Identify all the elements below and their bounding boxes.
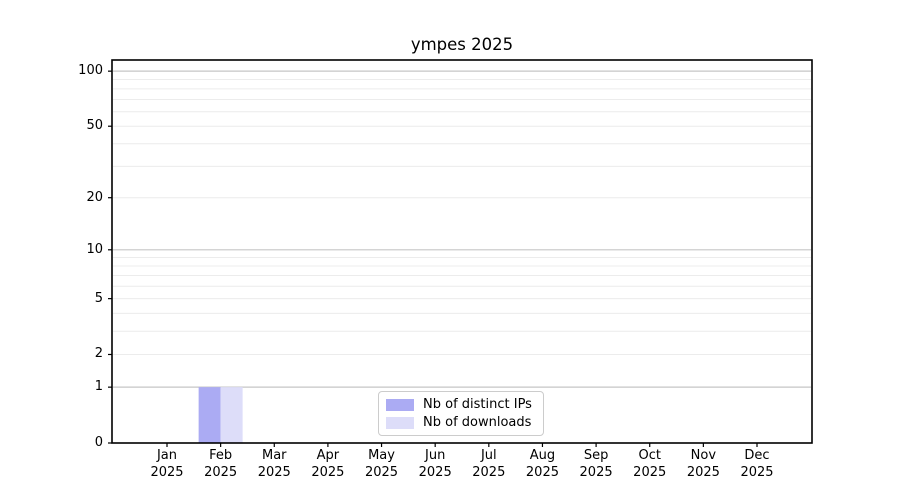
x-tick-label: May 2025 bbox=[355, 448, 409, 481]
x-tick-label: Mar 2025 bbox=[247, 448, 301, 481]
legend: Nb of distinct IPs Nb of downloads bbox=[378, 391, 544, 436]
x-tick-label: Oct 2025 bbox=[623, 448, 677, 481]
x-tick-label: Nov 2025 bbox=[676, 448, 730, 481]
x-tick-year: 2025 bbox=[686, 464, 720, 480]
chart-title: ympes 2025 bbox=[410, 35, 514, 54]
x-tick-month: Jan bbox=[156, 448, 178, 463]
x-tick-month: Aug bbox=[529, 448, 556, 463]
x-tick-year: 2025 bbox=[257, 464, 291, 480]
x-tick-year: 2025 bbox=[633, 464, 667, 480]
y-tick-label: 0 bbox=[94, 435, 103, 450]
x-tick-label: Jul 2025 bbox=[462, 448, 516, 481]
x-tick-year: 2025 bbox=[472, 464, 506, 480]
x-tick-label: Jan 2025 bbox=[140, 448, 194, 481]
y-tick-label: 50 bbox=[86, 118, 103, 134]
legend-swatch-distinct-ips bbox=[386, 398, 414, 411]
x-tick-year: 2025 bbox=[525, 464, 559, 480]
y-tick-label: 1 bbox=[94, 379, 103, 395]
y-tick-label: 5 bbox=[94, 290, 103, 306]
y-tick-label: 10 bbox=[86, 241, 103, 257]
y-tick-label: 2 bbox=[94, 346, 103, 362]
x-tick-year: 2025 bbox=[740, 464, 774, 480]
y-tick-label: 100 bbox=[78, 63, 103, 79]
x-tick-label: Apr 2025 bbox=[301, 448, 355, 481]
x-tick-year: 2025 bbox=[150, 464, 184, 480]
x-tick-month: Oct bbox=[638, 448, 661, 463]
legend-label-downloads: Nb of downloads bbox=[423, 415, 532, 430]
legend-label-distinct-ips: Nb of distinct IPs bbox=[423, 397, 532, 412]
x-tick-label: Jun 2025 bbox=[408, 448, 462, 481]
x-tick-month: Apr bbox=[316, 448, 340, 463]
x-tick-year: 2025 bbox=[311, 464, 345, 480]
x-tick-month: Mar bbox=[262, 448, 287, 463]
x-tick-month: Nov bbox=[690, 448, 717, 463]
x-tick-label: Aug 2025 bbox=[515, 448, 569, 481]
x-tick-label: Dec 2025 bbox=[730, 448, 784, 481]
y-tick-label: 20 bbox=[86, 189, 103, 205]
x-tick-label: Feb 2025 bbox=[194, 448, 248, 481]
x-tick-year: 2025 bbox=[579, 464, 613, 480]
x-tick-label: Sep 2025 bbox=[569, 448, 623, 481]
x-tick-year: 2025 bbox=[418, 464, 452, 480]
x-tick-month: May bbox=[368, 448, 395, 463]
x-tick-month: Feb bbox=[209, 448, 233, 463]
x-tick-month: Dec bbox=[744, 448, 770, 463]
x-tick-year: 2025 bbox=[204, 464, 238, 480]
legend-item-distinct-ips: Nb of distinct IPs bbox=[386, 397, 536, 412]
x-tick-month: Jul bbox=[480, 448, 497, 463]
legend-item-downloads: Nb of downloads bbox=[386, 415, 536, 430]
x-tick-month: Sep bbox=[583, 448, 609, 463]
x-tick-year: 2025 bbox=[364, 464, 399, 480]
legend-swatch-downloads bbox=[386, 416, 414, 429]
x-tick-month: Jun bbox=[425, 448, 446, 463]
